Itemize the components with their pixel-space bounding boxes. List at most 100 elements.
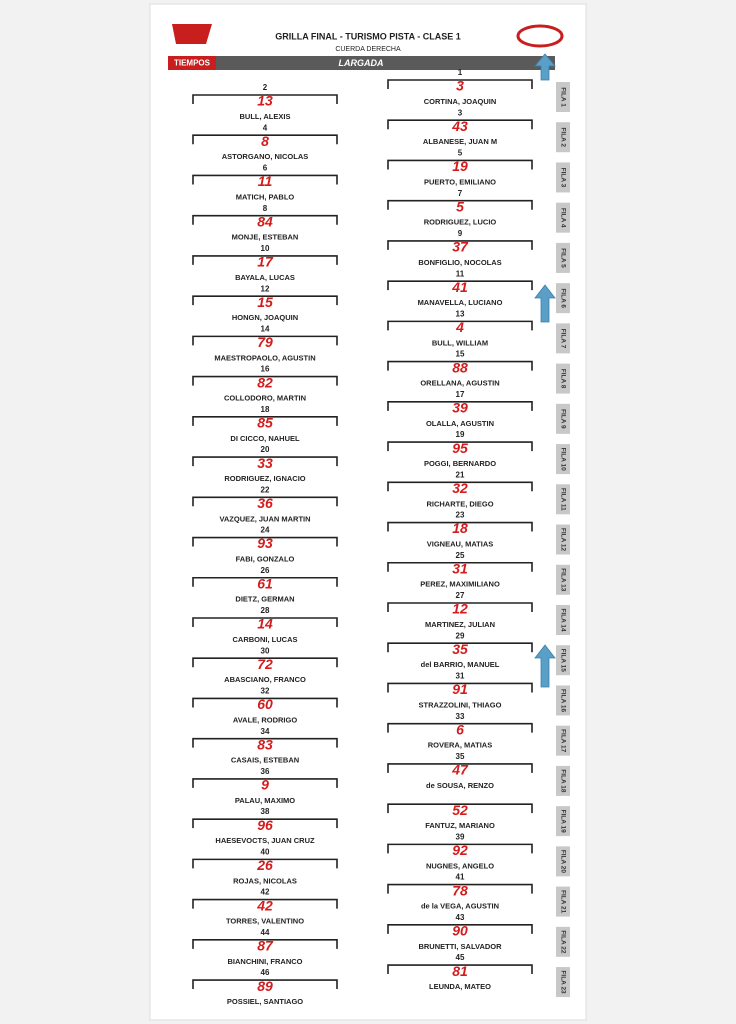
grid-slot — [387, 79, 533, 89]
car-number: 61 — [257, 575, 273, 591]
fila-label: FILA 11 — [559, 488, 566, 511]
car-number: 96 — [257, 817, 273, 833]
grid-position: 26 — [261, 566, 270, 575]
fila-box — [556, 564, 570, 595]
fila-box — [556, 926, 570, 957]
car-number: 14 — [257, 616, 273, 632]
car-number: 18 — [452, 520, 468, 536]
grid-slot — [387, 481, 533, 492]
grid-position: 27 — [456, 591, 465, 600]
car-number: 90 — [452, 923, 468, 939]
fila-box — [556, 806, 570, 837]
fila-label: FILA 7 — [559, 329, 566, 349]
grid-position: 6 — [263, 164, 268, 173]
grid-slot — [192, 737, 338, 748]
fila-label: FILA 10 — [559, 447, 566, 471]
car-number: 41 — [451, 279, 468, 295]
grid-position: 16 — [261, 365, 270, 374]
grid-position: 2 — [263, 83, 268, 92]
grid-position: 19 — [456, 430, 465, 439]
grid-slot — [192, 94, 338, 104]
driver-name: DIETZ, GERMAN — [235, 595, 294, 604]
car-number: 26 — [256, 857, 273, 873]
driver-name: BONFIGLIO, NOCOLAS — [418, 258, 501, 267]
fila-label: FILA 18 — [559, 769, 566, 793]
driver-name: BULL, ALEXIS — [240, 112, 291, 121]
driver-name: PUERTO, EMILIANO — [424, 177, 496, 186]
fila-label: FILA 3 — [559, 168, 566, 188]
car-number: 8 — [261, 133, 269, 149]
grid-position: 30 — [261, 646, 270, 655]
grid-position: 34 — [261, 727, 270, 736]
car-number: 88 — [452, 359, 468, 375]
car-number: 17 — [257, 254, 274, 270]
car-number: 47 — [451, 762, 469, 778]
driver-name: ORELLANA, AGUSTIN — [420, 379, 499, 388]
grid-position: 4 — [263, 123, 268, 132]
fila-box — [556, 323, 570, 354]
fila-label: FILA 9 — [559, 409, 566, 429]
car-number: 11 — [258, 173, 273, 189]
car-number: 93 — [257, 535, 273, 551]
fila-box — [556, 725, 570, 756]
fila-label: FILA 13 — [559, 568, 566, 592]
sheet — [149, 3, 587, 1021]
driver-name: BIANCHINI, FRANCO — [228, 957, 303, 966]
car-number: 5 — [456, 198, 464, 214]
car-number: 82 — [257, 374, 273, 390]
fila-box — [556, 765, 570, 796]
grid-position: 5 — [458, 149, 463, 158]
fila-label: FILA 2 — [559, 127, 566, 147]
grid-position: 40 — [261, 847, 270, 856]
grid-position: 11 — [456, 269, 465, 278]
fila-box — [556, 162, 570, 193]
grid-slot — [387, 360, 533, 371]
fila-label: FILA 17 — [559, 729, 566, 753]
car-number: 42 — [256, 897, 273, 913]
grid-position: 33 — [456, 712, 465, 721]
grid-slot — [192, 898, 338, 909]
subtitle: CUERDA DERECHA — [335, 46, 401, 53]
car-number: 4 — [455, 319, 464, 335]
grid-position: 12 — [261, 284, 270, 293]
banner: LARGADA — [339, 58, 384, 68]
grid-slot — [192, 295, 338, 306]
arrow — [534, 644, 556, 688]
fila-box — [556, 202, 570, 233]
driver-name: MONJE, ESTEBAN — [232, 233, 299, 242]
fila-label: FILA 23 — [559, 970, 566, 994]
car-number: 35 — [452, 641, 468, 657]
fila-box — [556, 403, 570, 434]
fila-box — [556, 604, 570, 635]
fila-label: FILA 15 — [559, 649, 566, 673]
driver-name: RICHARTE, DIEGO — [426, 499, 493, 508]
arrow — [534, 53, 556, 81]
driver-name: BAYALA, LUCAS — [235, 273, 295, 282]
driver-name: BULL, WILLIAM — [432, 338, 488, 347]
grid-slot — [387, 119, 533, 130]
fila-label: FILA 8 — [559, 369, 566, 389]
driver-name: OLALLA, AGUSTIN — [426, 419, 494, 428]
banner-bar — [168, 56, 555, 70]
car-number: 13 — [257, 93, 273, 109]
car-number: 89 — [257, 978, 273, 994]
fila-box — [556, 122, 570, 153]
driver-name: VIGNEAU, MATIAS — [427, 540, 494, 549]
car-number: 33 — [257, 455, 273, 471]
grid-slot — [192, 134, 338, 145]
driver-name: RODRIGUEZ, LUCIO — [424, 218, 497, 227]
fila-box — [556, 242, 570, 273]
grid-slot — [192, 335, 338, 346]
grid-position: 29 — [456, 631, 465, 640]
driver-name: ROJAS, NICOLAS — [233, 876, 297, 885]
car-number: 91 — [452, 681, 468, 697]
driver-name: HAESEVOCTS, JUAN CRUZ — [215, 836, 315, 845]
grid-position: 45 — [456, 953, 465, 962]
car-number: 31 — [452, 560, 468, 576]
grid-slot — [192, 778, 338, 788]
car-number: 72 — [257, 656, 273, 672]
grid-position: 21 — [456, 470, 465, 479]
grid-slot — [192, 818, 338, 829]
grid-position: 41 — [456, 873, 465, 882]
car-number: 78 — [452, 882, 468, 898]
